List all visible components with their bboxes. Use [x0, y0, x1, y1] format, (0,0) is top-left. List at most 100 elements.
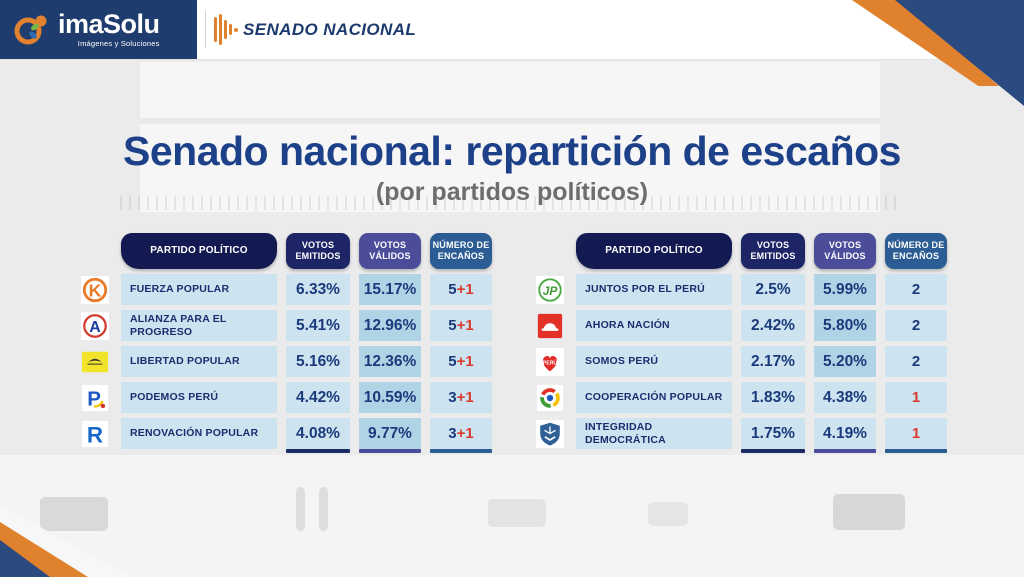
seats-cell: 3 +1 — [430, 418, 492, 449]
header-spacer — [533, 233, 567, 269]
column-underline-emitted — [741, 449, 805, 453]
seats-value: 3 — [448, 425, 457, 442]
seats-value: 1 — [911, 389, 921, 406]
background-post — [319, 487, 328, 531]
seats-bonus: +1 — [456, 281, 474, 298]
background-shape — [648, 502, 688, 526]
seats-value: 2 — [911, 317, 921, 334]
seats-cell: 5 +1 — [430, 346, 492, 377]
column-header-votes-emitted: VOTOS EMITIDOS — [286, 233, 350, 269]
imasolu-logo-icon — [14, 15, 47, 44]
somos-peru-logo-icon: PERÚ — [533, 346, 567, 377]
svg-text:JP: JP — [543, 284, 559, 298]
votes-emitted: 2.42% — [741, 310, 805, 341]
column-header-votes-valid: VOTOS VÁLIDOS — [814, 233, 876, 269]
seats-bonus: +1 — [456, 353, 474, 370]
background-shape — [488, 499, 546, 527]
seats-cell: 2 — [885, 310, 947, 341]
column-underline-seats — [885, 449, 947, 453]
seats-cell: 1 — [885, 418, 947, 449]
fuerza-popular-logo-icon: K — [78, 274, 112, 305]
votes-valid: 9.77% — [359, 418, 421, 449]
seats-value: 1 — [911, 425, 921, 442]
header-spacer — [78, 233, 112, 269]
votes-emitted: 2.17% — [741, 346, 805, 377]
column-underline-valid — [814, 449, 876, 453]
column-underline-emitted — [286, 449, 350, 453]
background-shape — [833, 494, 905, 530]
votes-valid: 5.20% — [814, 346, 876, 377]
seats-value: 5 — [448, 353, 457, 370]
votes-emitted: 2.5% — [741, 274, 805, 305]
seats-value: 3 — [448, 389, 457, 406]
libertad-popular-logo-icon — [78, 346, 112, 377]
party-name: RENOVACIÓN POPULAR — [121, 418, 277, 449]
party-name: FUERZA POPULAR — [121, 274, 277, 305]
page-title: Senado nacional: repartición de escaños — [123, 128, 901, 174]
seats-cell: 3 +1 — [430, 382, 492, 413]
palace-roofline — [140, 118, 880, 124]
svg-text:A: A — [89, 319, 101, 336]
seats-value: 2 — [911, 353, 921, 370]
palace-balustrade — [120, 196, 900, 210]
svg-text:R: R — [87, 422, 103, 447]
seats-bonus: +1 — [456, 317, 474, 334]
party-name: LIBERTAD POPULAR — [121, 346, 277, 377]
votes-emitted: 1.75% — [741, 418, 805, 449]
ahora-nacion-logo-icon — [533, 310, 567, 341]
topbar-divider — [205, 11, 206, 48]
juntos-por-el-peru-logo-icon: JP — [533, 274, 567, 305]
seats-table-left: PARTIDO POLÍTICO VOTOS EMITIDOS VOTOS VÁ… — [78, 233, 492, 453]
seats-cell: 1 — [885, 382, 947, 413]
votes-emitted: 5.41% — [286, 310, 350, 341]
equalizer-icon — [214, 0, 238, 59]
votes-emitted: 4.42% — [286, 382, 350, 413]
column-header-party: PARTIDO POLÍTICO — [576, 233, 732, 269]
svg-text:PERÚ: PERÚ — [543, 359, 558, 366]
votes-valid: 4.19% — [814, 418, 876, 449]
column-header-votes-valid: VOTOS VÁLIDOS — [359, 233, 421, 269]
votes-emitted: 5.16% — [286, 346, 350, 377]
top-bar: imaSolu Imágenes y Soluciones SENADO NAC… — [0, 0, 1024, 60]
seats-table-right: PARTIDO POLÍTICO VOTOS EMITIDOS VOTOS VÁ… — [533, 233, 947, 453]
svg-text:P: P — [87, 387, 101, 410]
column-header-votes-emitted: VOTOS EMITIDOS — [741, 233, 805, 269]
party-name: AHORA NACIÓN — [576, 310, 732, 341]
brand-text: imaSolu Imágenes y Soluciones — [58, 11, 160, 48]
seats-cell: 5 +1 — [430, 274, 492, 305]
background-shape — [40, 497, 108, 531]
brand-logo-box: imaSolu Imágenes y Soluciones — [0, 0, 197, 59]
votes-emitted: 4.08% — [286, 418, 350, 449]
seats-bonus: +1 — [456, 389, 474, 406]
page-subtitle: (por partidos políticos) — [375, 178, 649, 206]
alianza-para-el-progreso-logo-icon: A — [78, 310, 112, 341]
palace-facade — [140, 62, 880, 212]
votes-emitted: 1.83% — [741, 382, 805, 413]
seats-cell: 2 — [885, 346, 947, 377]
votes-valid: 12.96% — [359, 310, 421, 341]
party-name: JUNTOS POR EL PERÚ — [576, 274, 732, 305]
seats-cell: 5 +1 — [430, 310, 492, 341]
votes-valid: 12.36% — [359, 346, 421, 377]
svg-text:K: K — [89, 280, 102, 300]
column-header-seats: NÚMERO DE ENCAÑOS — [885, 233, 947, 269]
seats-bonus: +1 — [456, 425, 474, 442]
palace-forecourt — [0, 455, 1024, 577]
brand-tagline: Imágenes y Soluciones — [77, 39, 160, 49]
podemos-peru-logo-icon: P — [78, 382, 112, 413]
column-underline-seats — [430, 449, 492, 453]
votes-emitted: 6.33% — [286, 274, 350, 305]
brand-name: imaSolu — [58, 9, 160, 40]
seats-value: 2 — [911, 281, 921, 298]
seats-cell: 2 — [885, 274, 947, 305]
party-name: SOMOS PERÚ — [576, 346, 732, 377]
background-post — [296, 487, 305, 531]
party-name: COOPERACIÓN POPULAR — [576, 382, 732, 413]
votes-valid: 15.17% — [359, 274, 421, 305]
column-underline-valid — [359, 449, 421, 453]
votes-valid: 4.38% — [814, 382, 876, 413]
seats-value: 5 — [448, 281, 457, 298]
seats-value: 5 — [448, 317, 457, 334]
